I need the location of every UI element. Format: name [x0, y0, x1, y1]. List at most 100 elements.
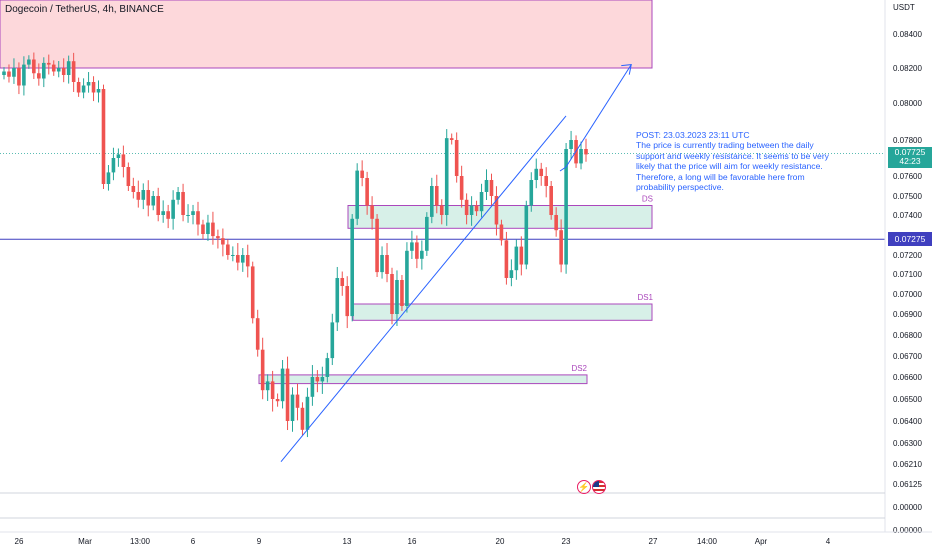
- candle-body: [564, 149, 568, 265]
- candle: [245, 244, 250, 278]
- candle-body: [22, 64, 26, 86]
- time-axis: 26 Mar 13:00 6 9 13 16 20 23 27 14:00 Apr 4: [0, 531, 932, 546]
- candle: [340, 271, 345, 296]
- candle: [320, 366, 325, 394]
- candle-body: [161, 211, 165, 215]
- candle: [206, 214, 210, 241]
- candle: [91, 76, 96, 102]
- candle: [325, 352, 330, 383]
- candle: [221, 228, 225, 257]
- candle: [534, 158, 539, 189]
- candle: [111, 147, 116, 181]
- us-flag-icon[interactable]: [592, 480, 606, 494]
- candle: [365, 171, 369, 215]
- candle: [265, 374, 270, 401]
- time-tick-label: Mar: [78, 537, 92, 546]
- candle: [186, 204, 190, 223]
- candle-body: [469, 205, 474, 215]
- candle: [280, 359, 285, 409]
- candle: [76, 77, 81, 97]
- time-tick-label: 13: [343, 537, 352, 546]
- candle: [569, 130, 573, 160]
- candle-body: [405, 250, 409, 306]
- candle: [46, 54, 51, 75]
- price-tick-label: 0.07600: [893, 172, 922, 181]
- candle-body: [280, 368, 285, 402]
- candle-body: [554, 215, 558, 231]
- candle-body: [101, 89, 106, 184]
- last-price-countdown: 42:23: [899, 156, 921, 166]
- candle-body: [61, 68, 66, 75]
- zone-label-ds: DS: [642, 195, 653, 204]
- candle: [255, 309, 260, 357]
- candle: [494, 186, 499, 236]
- post-body: The price is currently trading between t…: [636, 140, 829, 193]
- price-tick-label: 0.08400: [893, 30, 922, 39]
- candle-body: [559, 230, 563, 265]
- candle: [345, 276, 350, 329]
- candle-body: [509, 270, 514, 278]
- candle-body: [310, 377, 315, 397]
- candle: [395, 270, 399, 326]
- candle: [191, 204, 195, 225]
- candle-body: [240, 255, 245, 263]
- candle-body: [270, 381, 275, 399]
- candle: [275, 393, 280, 407]
- candle-body: [191, 211, 195, 215]
- candle: [96, 80, 101, 103]
- candle: [141, 183, 146, 210]
- candle-body: [12, 68, 16, 77]
- candle-body: [410, 242, 414, 251]
- price-tick-label: 0.07100: [893, 270, 922, 279]
- price-tick-label: 0.07500: [893, 192, 922, 201]
- candle: [544, 167, 549, 198]
- last-price-value: 0.07725: [894, 147, 926, 157]
- candle-body: [370, 205, 374, 219]
- level-price-badge: 0.07275: [888, 232, 932, 246]
- candle-body: [2, 71, 6, 75]
- zone-resistance: [0, 0, 653, 69]
- candle-body: [86, 82, 91, 86]
- candle-body: [494, 196, 499, 225]
- candle: [335, 266, 340, 332]
- zones: DS DS1 DS2: [0, 0, 654, 385]
- candle: [579, 141, 583, 170]
- zone-label-ds1: DS1: [637, 293, 653, 302]
- post-heading: POST: 23.03.2023 23:11 UTC: [636, 130, 750, 140]
- price-tick-label: 0.07000: [893, 290, 922, 299]
- time-tick-label: 6: [191, 537, 196, 546]
- candle: [524, 200, 529, 270]
- candle-body: [96, 89, 101, 93]
- time-tick-label: 20: [496, 537, 505, 546]
- candle-body: [325, 358, 330, 377]
- candle-body: [56, 68, 61, 72]
- lightning-icon[interactable]: ⚡: [577, 480, 591, 494]
- time-tick-label: 27: [649, 537, 658, 546]
- candle: [439, 199, 444, 225]
- candle: [549, 181, 553, 220]
- candle-body: [504, 240, 509, 278]
- candle: [56, 61, 61, 78]
- candle-body: [449, 138, 454, 140]
- candle: [51, 60, 56, 76]
- candle: [22, 56, 26, 96]
- candle: [211, 211, 215, 245]
- candle-body: [544, 176, 549, 186]
- candle: [584, 138, 588, 162]
- projection-arrow-head: [621, 64, 632, 75]
- candle-body: [151, 196, 156, 206]
- candle: [285, 356, 290, 431]
- candle: [101, 84, 106, 189]
- candle-body: [390, 274, 394, 314]
- candle: [504, 231, 509, 285]
- symbol-title: Dogecoin / TetherUS, 4h, BINANCE: [5, 4, 164, 15]
- candle-body: [444, 138, 449, 215]
- candle-body: [434, 186, 439, 206]
- candle: [454, 132, 459, 183]
- zone-label-ds2: DS2: [571, 364, 587, 373]
- candle: [330, 313, 335, 366]
- candle-body: [250, 266, 255, 319]
- candle-body: [315, 377, 320, 382]
- candle-body: [171, 199, 175, 219]
